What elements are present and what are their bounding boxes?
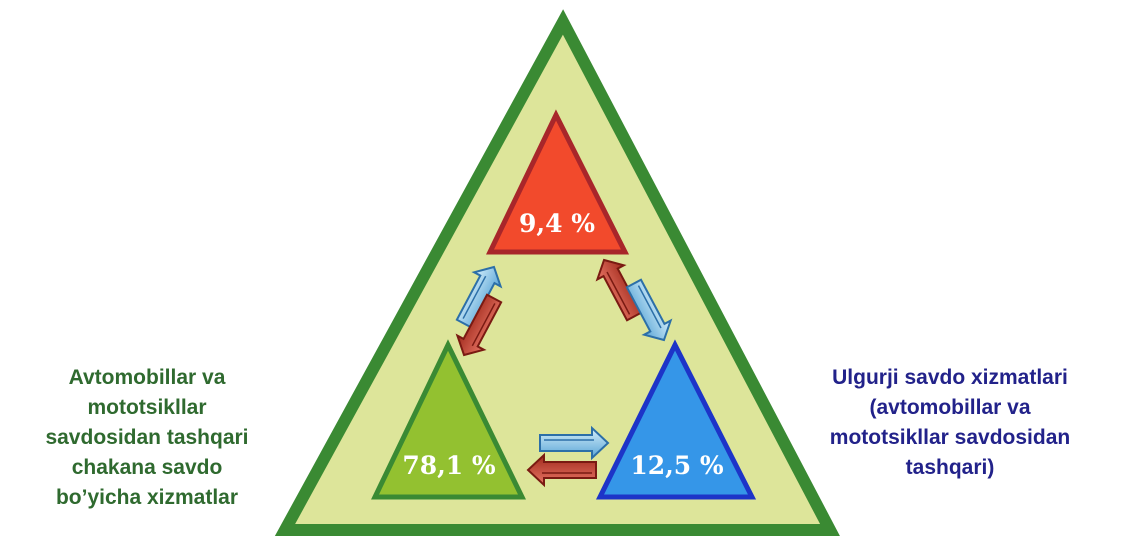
arrow-top-left-red xyxy=(455,293,503,357)
right-segment-triangle xyxy=(595,339,757,500)
arrow-top-right-blue xyxy=(625,278,673,342)
left-segment-value: 78,1 % xyxy=(402,451,496,480)
top-segment-value: 9,4 % xyxy=(519,209,595,238)
arrow-bottom-red xyxy=(526,452,597,488)
arrow-bottom-blue xyxy=(539,425,610,461)
left-segment-triangle xyxy=(371,339,526,500)
top-segment-triangle xyxy=(486,109,630,255)
left-segment-label: Avtomobillar va mototsikllar savdosidan … xyxy=(45,366,249,509)
right-segment-value: 12,5 % xyxy=(630,451,724,480)
outer-triangle xyxy=(274,9,840,536)
right-segment-label: Ulgurji savdo xizmatlari (avtomobillar v… xyxy=(829,366,1071,479)
